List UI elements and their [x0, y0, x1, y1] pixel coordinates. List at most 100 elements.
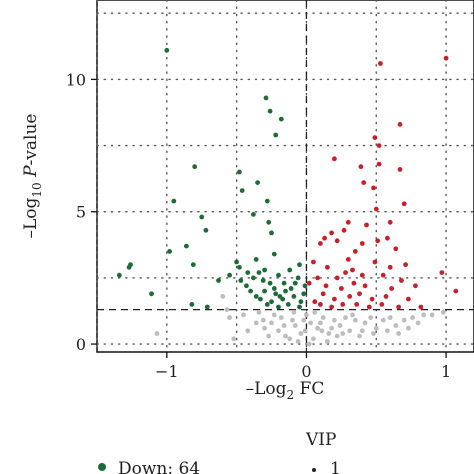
point-ns — [429, 312, 435, 318]
point-ns — [334, 333, 340, 339]
point-down — [171, 198, 177, 204]
point-down — [267, 108, 273, 114]
point-up — [312, 299, 318, 305]
legend-vip-marker — [312, 468, 316, 472]
point-down — [271, 286, 277, 291]
point-up — [385, 235, 390, 241]
point-down — [149, 291, 154, 297]
point-up — [399, 278, 404, 283]
point-ns — [340, 331, 346, 336]
point-ns — [410, 315, 415, 320]
point-down — [266, 219, 272, 225]
point-ns — [325, 339, 330, 344]
point-ns — [308, 320, 313, 326]
point-down — [204, 304, 210, 310]
point-ns — [347, 328, 353, 334]
point-down — [190, 262, 196, 268]
threshold-lines — [97, 0, 474, 352]
point-ns — [401, 317, 407, 323]
point-down — [258, 296, 263, 302]
point-up — [329, 304, 334, 310]
point-up — [325, 264, 330, 270]
point-ns — [368, 315, 374, 320]
point-up — [358, 164, 364, 170]
point-ns — [266, 333, 272, 339]
data-points — [116, 47, 459, 347]
point-up — [339, 286, 344, 291]
point-ns — [312, 309, 318, 315]
point-up — [318, 302, 323, 307]
point-ns — [415, 320, 421, 326]
point-up — [369, 296, 375, 302]
point-up — [364, 222, 369, 228]
point-up — [357, 291, 362, 297]
point-up — [361, 180, 367, 186]
point-up — [340, 302, 346, 307]
x-axis: −1 0 1 — [155, 352, 451, 381]
point-down — [269, 299, 274, 305]
point-up — [372, 259, 378, 265]
point-up — [359, 272, 365, 278]
x-tick-label: 0 — [301, 362, 311, 381]
point-down — [281, 280, 287, 286]
point-ns — [306, 341, 312, 347]
point-down — [277, 294, 283, 299]
point-down — [263, 95, 269, 101]
point-up — [334, 238, 340, 244]
x-tick-label: −1 — [155, 362, 179, 381]
point-up — [362, 283, 368, 289]
y-axis: 0 5 10 — [66, 70, 97, 354]
point-up — [359, 241, 365, 246]
legend: Down: 64 VIP 1 — [98, 430, 341, 474]
point-up — [413, 283, 418, 289]
y-tick-label: 10 — [66, 70, 86, 89]
point-up — [439, 270, 445, 275]
point-down — [283, 288, 288, 294]
point-up — [318, 241, 323, 246]
point-up — [315, 275, 320, 281]
point-down — [199, 214, 205, 220]
point-down — [116, 272, 122, 278]
y-axis-label: –Log10 P-value — [21, 114, 44, 239]
point-ns — [320, 315, 326, 320]
point-down — [285, 302, 291, 307]
point-ns — [271, 312, 277, 318]
point-up — [389, 286, 394, 291]
point-down — [227, 272, 233, 278]
point-down — [192, 164, 198, 170]
point-down — [295, 275, 301, 281]
point-up — [397, 122, 403, 127]
point-ns — [291, 309, 297, 315]
point-up — [372, 135, 378, 141]
point-ns — [311, 336, 316, 342]
point-up — [380, 272, 386, 278]
point-down — [167, 249, 173, 254]
point-down — [287, 267, 293, 273]
point-up — [343, 270, 348, 275]
point-down — [189, 302, 195, 307]
point-ns — [393, 323, 399, 328]
x-axis-label: –Log2 FC — [246, 379, 325, 402]
plot-area — [96, 0, 474, 353]
point-down — [203, 227, 209, 233]
point-down — [255, 180, 260, 186]
point-ns — [278, 315, 284, 320]
point-down — [262, 288, 267, 294]
legend-down-label: Down: 64 — [118, 459, 200, 474]
point-ns — [298, 331, 304, 336]
point-up — [371, 185, 376, 191]
point-down — [278, 116, 284, 122]
point-down — [291, 294, 297, 299]
point-up — [320, 291, 326, 297]
point-down — [264, 302, 270, 307]
point-ns — [440, 309, 446, 315]
point-up — [366, 304, 372, 310]
legend-down-marker — [98, 463, 106, 471]
plot-frame — [96, 0, 474, 353]
point-down — [302, 283, 308, 289]
point-down — [253, 294, 259, 299]
point-up — [306, 280, 312, 286]
point-ns — [154, 331, 160, 336]
point-down — [301, 291, 307, 297]
point-ns — [318, 320, 323, 326]
